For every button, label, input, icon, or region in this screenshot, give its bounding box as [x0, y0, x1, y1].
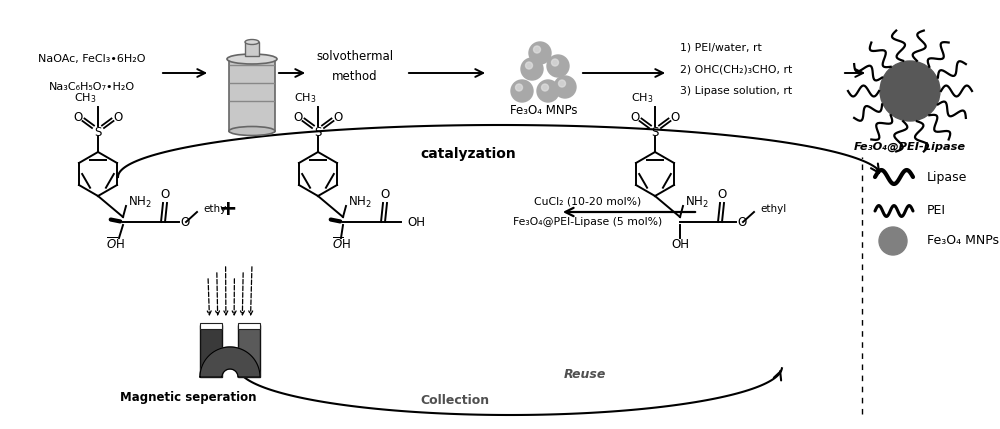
Text: 1) PEI/water, rt: 1) PEI/water, rt [680, 42, 762, 52]
Circle shape [516, 84, 522, 91]
Text: Magnetic seperation: Magnetic seperation [120, 390, 256, 404]
Bar [200, 325, 222, 377]
Circle shape [547, 55, 569, 77]
Text: O: O [113, 112, 123, 124]
Text: Collection: Collection [420, 395, 490, 408]
Circle shape [554, 76, 576, 98]
Text: CH$_3$: CH$_3$ [631, 91, 653, 105]
Text: OH: OH [407, 215, 425, 229]
Text: $\overline{O}$H: $\overline{O}$H [106, 236, 124, 252]
Text: O: O [180, 215, 189, 229]
Text: O: O [630, 112, 640, 124]
Text: O: O [333, 112, 343, 124]
Text: CH$_3$: CH$_3$ [74, 91, 96, 105]
Text: Fe₃O₄@PEI-Lipase: Fe₃O₄@PEI-Lipase [854, 142, 966, 152]
Ellipse shape [245, 39, 259, 45]
Text: NH$_2$: NH$_2$ [128, 194, 152, 209]
Bar [200, 323, 222, 329]
Text: +: + [219, 199, 237, 219]
Text: PEI: PEI [927, 205, 946, 218]
Text: Reuse: Reuse [564, 368, 606, 381]
Text: OH: OH [671, 238, 689, 251]
Text: O: O [737, 215, 746, 229]
Circle shape [552, 59, 558, 66]
Bar [245, 42, 259, 56]
Text: CH$_3$: CH$_3$ [294, 91, 316, 105]
Text: O: O [717, 188, 727, 202]
Text: Lipase: Lipase [927, 170, 967, 184]
Text: method: method [332, 70, 378, 84]
Circle shape [526, 62, 532, 69]
Text: Fe₃O₄ MNPs: Fe₃O₄ MNPs [510, 105, 578, 118]
Text: S: S [94, 126, 102, 139]
Bar [238, 323, 260, 329]
Circle shape [880, 61, 940, 121]
Ellipse shape [229, 127, 275, 136]
Text: CuCl₂ (10-20 mol%): CuCl₂ (10-20 mol%) [534, 196, 642, 206]
Text: O: O [73, 112, 83, 124]
Text: $\overline{O}$H: $\overline{O}$H [332, 236, 350, 252]
Text: O: O [380, 188, 390, 202]
Text: O: O [160, 188, 170, 202]
Circle shape [537, 80, 559, 102]
Ellipse shape [227, 54, 277, 64]
Circle shape [534, 46, 540, 53]
Text: S: S [314, 126, 322, 139]
Circle shape [521, 58, 543, 80]
Text: S: S [651, 126, 659, 139]
FancyBboxPatch shape [229, 58, 275, 132]
Text: O: O [670, 112, 680, 124]
Text: catalyzation: catalyzation [420, 147, 516, 161]
Text: 3) Lipase solution, rt: 3) Lipase solution, rt [680, 86, 792, 96]
Bar [238, 325, 260, 377]
Circle shape [529, 42, 551, 64]
Polygon shape [200, 347, 260, 377]
Text: 2) OHC(CH₂)₃CHO, rt: 2) OHC(CH₂)₃CHO, rt [680, 64, 792, 74]
Text: Fe₃O₄@PEI-Lipase (5 mol%): Fe₃O₄@PEI-Lipase (5 mol%) [513, 217, 663, 227]
Text: Na₃C₆H₅O₇•H₂O: Na₃C₆H₅O₇•H₂O [49, 82, 135, 92]
Text: ethyl: ethyl [203, 204, 229, 214]
Circle shape [542, 84, 548, 91]
Text: solvothermal: solvothermal [316, 51, 394, 63]
Text: NH$_2$: NH$_2$ [685, 194, 709, 209]
Circle shape [511, 80, 533, 102]
Text: NaOAc, FeCl₃•6H₂O: NaOAc, FeCl₃•6H₂O [38, 54, 146, 64]
Circle shape [558, 80, 566, 87]
Text: Fe₃O₄ MNPs: Fe₃O₄ MNPs [927, 235, 999, 248]
Text: ethyl: ethyl [760, 204, 786, 214]
Text: NH$_2$: NH$_2$ [348, 194, 372, 209]
Text: O: O [293, 112, 303, 124]
Circle shape [879, 227, 907, 255]
